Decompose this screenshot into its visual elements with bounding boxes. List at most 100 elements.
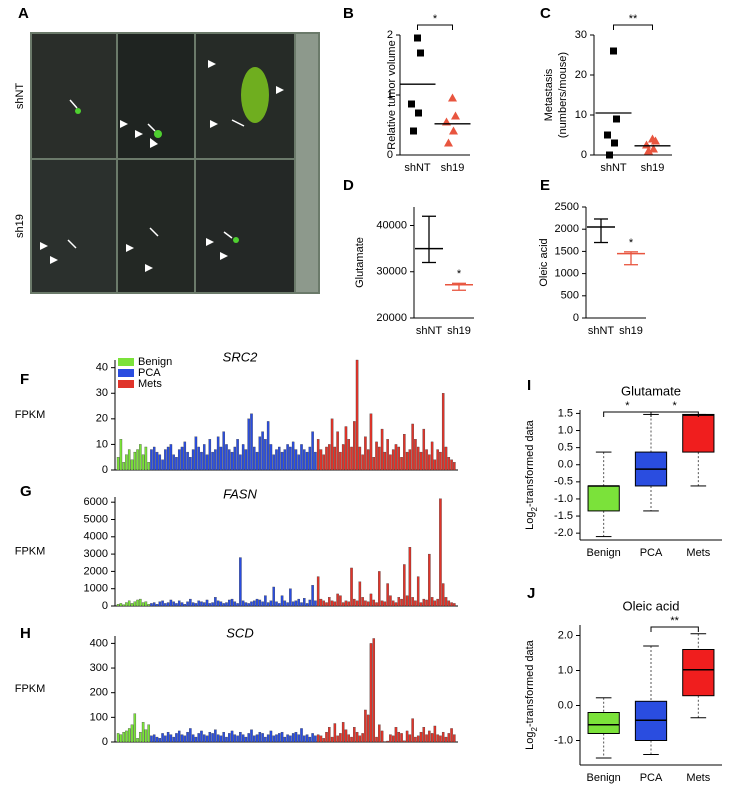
- bar: [358, 581, 362, 607]
- bar: [419, 731, 423, 743]
- bar: [133, 451, 137, 471]
- bar: [222, 603, 225, 607]
- box: [682, 649, 715, 697]
- bar: [405, 730, 409, 743]
- panel-a: A shNT sh19: [14, 5, 320, 294]
- bar: [428, 730, 431, 743]
- bar: [450, 459, 453, 471]
- significance-label: **: [629, 13, 638, 25]
- y-axis-label: Oleic acid: [538, 238, 550, 286]
- bar: [328, 727, 331, 743]
- bar: [378, 724, 381, 743]
- bar: [375, 736, 378, 743]
- x-tick-label: sh19: [619, 325, 643, 337]
- bar: [430, 733, 434, 743]
- bar: [197, 446, 200, 471]
- chart-title: SRC2: [223, 349, 258, 364]
- bar: [383, 601, 387, 607]
- arrows: [67, 99, 245, 249]
- bar: [269, 600, 273, 607]
- bar: [139, 731, 142, 743]
- bar: [336, 735, 339, 743]
- bar: [411, 597, 414, 607]
- y-tick-label: -2.0: [554, 527, 573, 539]
- tumor-signal: [154, 130, 162, 138]
- bar: [322, 454, 325, 471]
- bar: [261, 733, 264, 743]
- y-tick-label: 2000: [555, 223, 579, 235]
- bar: [414, 736, 417, 743]
- bar: [186, 451, 189, 471]
- y-axis-label: Metastasis: [543, 68, 555, 121]
- bar: [441, 393, 445, 471]
- bar: [227, 733, 231, 743]
- significance-label: *: [629, 237, 634, 249]
- bar: [272, 454, 275, 471]
- bar: [386, 740, 389, 743]
- panel-letter: B: [343, 5, 354, 22]
- bar: [391, 449, 395, 471]
- y-tick-label: 0: [581, 149, 587, 161]
- y-tick-label: 1000: [84, 583, 108, 595]
- y-tick-label: 20: [96, 413, 108, 425]
- y-tick-label: 2: [387, 29, 393, 41]
- ruler: [296, 34, 318, 292]
- bar: [122, 604, 125, 607]
- bar: [258, 731, 262, 743]
- y-tick-label: 0.5: [558, 442, 573, 454]
- bar: [330, 418, 334, 471]
- bar: [344, 729, 348, 743]
- bar: [353, 421, 356, 471]
- bar: [150, 449, 153, 471]
- y-tick-label: 1.0: [558, 664, 573, 676]
- bar: [175, 733, 178, 743]
- y-tick-label: 100: [90, 711, 108, 723]
- bar: [158, 738, 162, 743]
- bar: [169, 444, 173, 471]
- y-label-sub: 2: [530, 726, 539, 731]
- bar: [305, 603, 309, 607]
- bar: [389, 454, 392, 471]
- bar: [125, 454, 128, 471]
- bar: [247, 733, 250, 743]
- panel-letter: J: [527, 585, 535, 602]
- bar: [372, 638, 376, 743]
- bar: [344, 426, 348, 471]
- legend-label: Benign: [138, 356, 172, 368]
- bar: [444, 446, 448, 471]
- bar: [211, 733, 214, 743]
- bar: [247, 418, 250, 471]
- y-tick-label: 0: [573, 312, 579, 324]
- box: [587, 712, 620, 734]
- bar: [141, 602, 145, 607]
- bar: [386, 583, 389, 607]
- bar: [264, 439, 267, 471]
- bar: [180, 602, 184, 607]
- bar: [300, 602, 303, 607]
- bar: [280, 731, 284, 743]
- bar: [311, 585, 314, 607]
- bar: [400, 457, 403, 471]
- bar: [161, 600, 164, 607]
- bar: [350, 736, 353, 743]
- bar: [197, 733, 200, 743]
- bar: [414, 600, 417, 607]
- bar: [378, 446, 381, 471]
- y-label-part: -transformed data: [524, 639, 536, 727]
- bar: [253, 600, 256, 607]
- bar: [341, 602, 345, 607]
- bar: [391, 735, 395, 743]
- bar: [250, 601, 253, 607]
- bar: [397, 731, 401, 743]
- bar: [394, 602, 398, 607]
- data-point: [606, 151, 613, 159]
- bar: [130, 603, 134, 607]
- x-tick-label: sh19: [641, 162, 665, 174]
- bar: [325, 602, 328, 607]
- bar: [333, 601, 337, 607]
- bar: [403, 740, 406, 743]
- bar: [300, 728, 303, 743]
- bar: [177, 730, 181, 743]
- bar: [283, 449, 287, 471]
- arrowheads: [40, 60, 284, 272]
